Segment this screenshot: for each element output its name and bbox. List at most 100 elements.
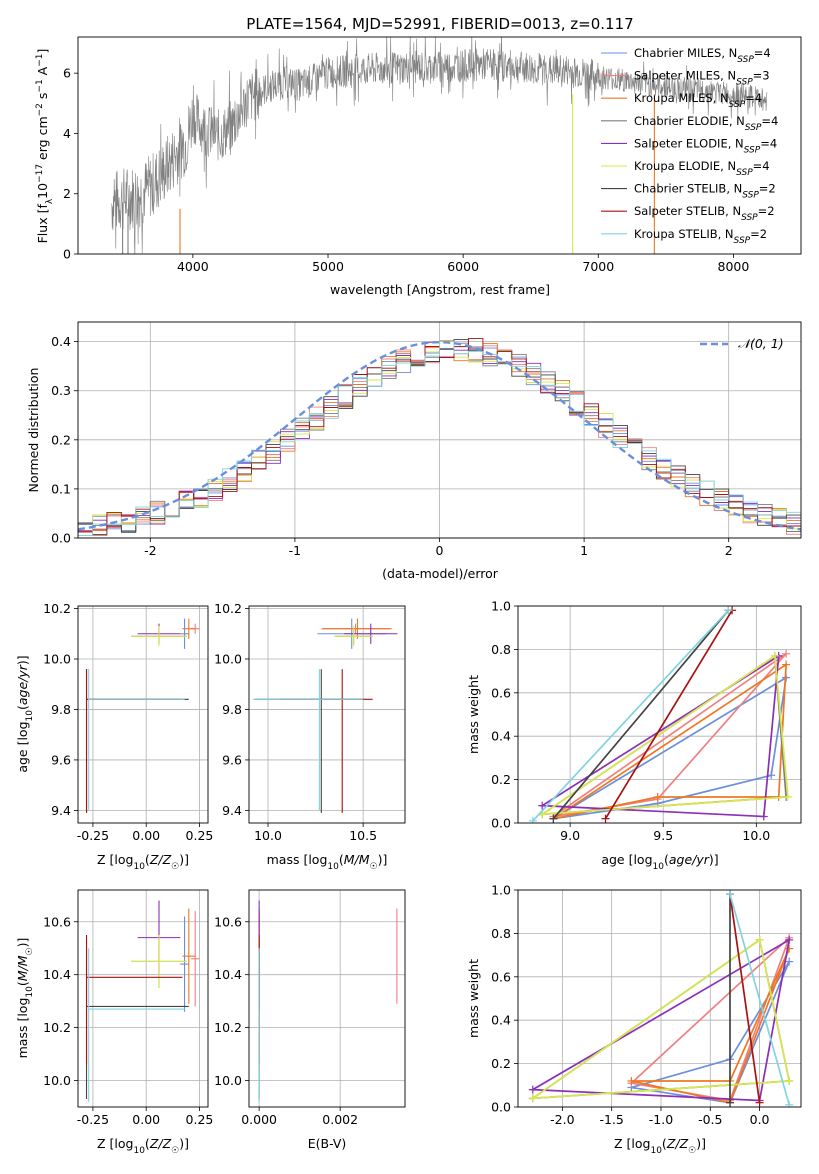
tick-label-y: 1.0	[491, 883, 511, 898]
tick-label-x: -0.5	[698, 1112, 722, 1127]
tick-label-x: -0.25	[77, 828, 109, 843]
tick-label-x: -1.5	[599, 1112, 623, 1127]
errorbar-salpeter-stelib	[85, 669, 183, 813]
errorbar-kroupa-stelib	[252, 669, 364, 811]
tick-label-x: 6000	[447, 259, 479, 274]
x-axis-label: age [log10(age/yr)]	[601, 852, 718, 872]
tick-label-y: 9.4	[222, 803, 242, 818]
legend-entry: Kroupa STELIB, NSSP=2	[634, 227, 767, 246]
tick-label-y: 10.0	[43, 1073, 71, 1088]
axes-residuals: -2 -1 0 1 2 0.0 0.1 0.2 0.3 0.4 𝒩(0, 1) (data-model…	[26, 321, 802, 581]
x-axis-label: Z [log10(Z/Z☉)]	[97, 852, 189, 872]
errorbar-salpeter-elodie	[344, 623, 398, 644]
tick-label-y: 0.0	[51, 531, 71, 546]
axes-frame	[517, 605, 802, 824]
errorbar-chabrier-miles	[180, 916, 189, 1012]
tick-label-y: 0.4	[491, 729, 511, 744]
tick-label-y: 1.0	[491, 599, 511, 614]
errorbar-chabrier-stelib	[85, 948, 189, 1100]
ssp-polygon-kroupa-miles	[552, 662, 788, 820]
tick-label-y: 0.6	[491, 685, 511, 700]
plot-area-spectrum	[111, 37, 768, 254]
y-axis-label: mass weight	[466, 959, 481, 1038]
tick-label-y: 0.2	[491, 772, 511, 787]
errorbar-kroupa-stelib	[88, 669, 185, 811]
errorbar-chabrier-stelib	[85, 669, 189, 813]
normal-curve	[78, 340, 801, 531]
legend-entry: Salpeter MILES, NSSP=3	[634, 69, 770, 88]
errorbar-kroupa-stelib	[88, 948, 185, 1102]
plot-area-weight_vs_age	[528, 606, 792, 823]
errorbar-kroupa-miles	[182, 618, 196, 639]
legend-entry: Chabrier ELODIE, NSSP=4	[634, 114, 778, 133]
plot-area-weight_vs_Z	[528, 890, 794, 1107]
tick-label-y: 10.6	[214, 914, 242, 929]
tick-label-y: 10.4	[214, 967, 242, 982]
y-axis-label: Flux [fλ10−17 erg cm−2 s−1 A−1]	[35, 49, 55, 244]
plot-area-age_vs_mass	[252, 618, 398, 813]
tick-label-y: 10.0	[43, 651, 71, 666]
tick-label-y: 0.4	[51, 334, 71, 349]
tick-label-y: 10.2	[214, 601, 242, 616]
tick-label-x: 10.5	[349, 828, 377, 843]
tick-label-y: 9.8	[51, 702, 71, 717]
tick-label-y: 0.0	[491, 816, 511, 831]
x-axis-label: mass [log10(M/M☉)]	[267, 852, 388, 872]
tick-label-x: 0.000	[241, 1112, 277, 1127]
axes-frame	[77, 321, 802, 539]
tick-label-y: 9.8	[222, 702, 242, 717]
x-axis-label: wavelength [Angstrom, rest frame]	[330, 282, 550, 297]
tick-label-x: 8000	[718, 259, 750, 274]
tick-label-y: 0.4	[491, 1013, 511, 1028]
tick-label-x: -0.25	[77, 1112, 109, 1127]
axes-age_vs_mass: 10.0 10.5 9.4 9.6 9.8 10.0 10.2 mass [log10(M/M…	[214, 601, 406, 872]
axes-weight_vs_age: 9.0 9.5 10.0 0.0 0.2 0.4 0.6 0.8 1.0 age [log10(a…	[466, 599, 802, 872]
tick-label-x: 5000	[312, 259, 344, 274]
legend-entry: Chabrier MILES, NSSP=4	[634, 46, 771, 65]
tick-label-y: 4	[63, 126, 71, 141]
legend-entry: Kroupa MILES, NSSP=4	[634, 91, 762, 110]
ssp-polygon-kroupa-elodie	[539, 654, 789, 816]
y-axis-label: age [log10(age/yr)]	[15, 655, 35, 772]
tick-label-y: 0.6	[491, 969, 511, 984]
errorbar-kroupa-elodie	[334, 626, 373, 647]
legend-entry: Chabrier STELIB, NSSP=2	[634, 182, 776, 201]
ssp-polygon-salpeter-miles	[552, 653, 787, 818]
y-axis-label: mass [log10(M/M☉)]	[15, 938, 35, 1059]
legend-entry-normal: 𝒩(0, 1)	[738, 336, 784, 351]
axes-frame	[248, 889, 406, 1108]
tick-label-x: 0.25	[186, 1112, 214, 1127]
tick-label-y: 9.6	[51, 752, 71, 767]
axes-mass_vs_Z: -0.25 0.00 0.25 10.0 10.2 10.4 10.6 Z [log10(Z/…	[15, 889, 214, 1156]
axes-frame	[517, 889, 802, 1108]
tick-label-x: 0.002	[322, 1112, 358, 1127]
errorbar-salpeter-miles	[190, 911, 200, 1007]
x-axis-label: E(B-V)	[308, 1136, 347, 1151]
errorbar-chabrier-miles	[180, 618, 189, 649]
tick-label-x: 4000	[177, 259, 209, 274]
tick-label-y: 0.8	[491, 642, 511, 657]
tick-label-x: -2.0	[550, 1112, 574, 1127]
tick-label-y: 10.2	[43, 601, 71, 616]
tick-label-y: 2	[63, 186, 71, 201]
axes-frame	[77, 605, 209, 824]
axes-frame	[248, 605, 406, 824]
tick-label-y: 9.6	[222, 752, 242, 767]
errorbar-kroupa-elodie	[131, 626, 187, 647]
tick-label-x: 1	[580, 543, 588, 558]
y-axis-label: Normed distribution	[26, 368, 41, 493]
tick-label-y: 10.0	[214, 651, 242, 666]
tick-label-x: 0.0	[750, 1112, 770, 1127]
tick-label-x: 9.0	[560, 828, 580, 843]
tick-label-y: 10.2	[43, 1020, 71, 1035]
axes-frame	[77, 36, 802, 255]
ssp-polygon-salpeter-elodie	[529, 938, 791, 1102]
spectrum-data-line	[111, 37, 768, 254]
figure-title: PLATE=1564, MJD=52991, FIBERID=0013, z=0…	[246, 15, 633, 33]
errorbar-kroupa-miles	[182, 908, 196, 1004]
tick-label-y: 0.1	[51, 481, 71, 496]
tick-label-y: 0.3	[51, 383, 71, 398]
plot-area-age_vs_Z	[85, 618, 200, 813]
